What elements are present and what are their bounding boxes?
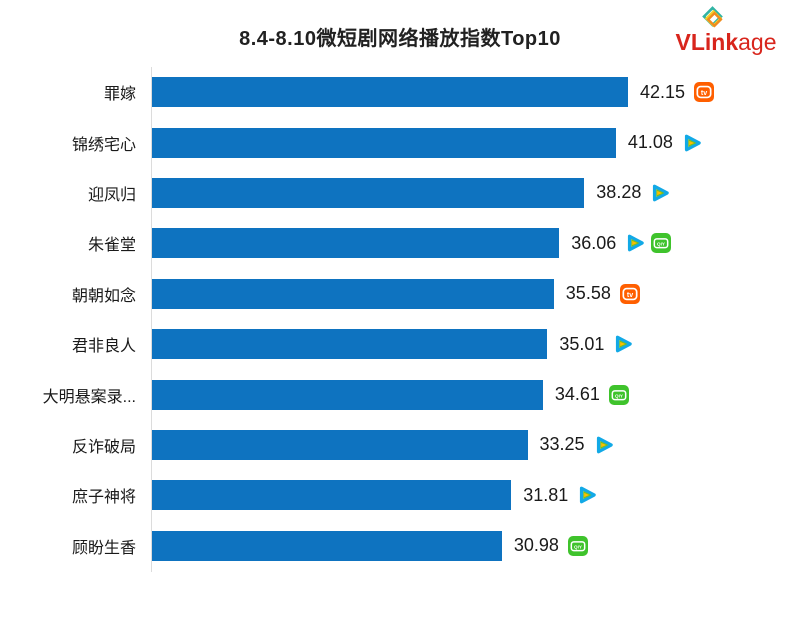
drama-title-label: 庶子神将	[71, 489, 136, 507]
bar-row: 大明悬案录... 34.61 QIY	[0, 369, 800, 419]
bar-row: 庶子神将 31.81	[0, 470, 800, 520]
tencent-video-icon	[594, 435, 614, 455]
drama-title-label: 朱雀堂	[87, 237, 136, 255]
tencent-video-icon	[625, 233, 645, 253]
tencent-video-icon	[682, 133, 702, 153]
vlinkage-diamond-frames-icon	[698, 6, 726, 38]
drama-title-label: 大明悬案录...	[42, 388, 136, 406]
mgtv-icon: tv	[694, 82, 715, 103]
svg-text:tv: tv	[627, 291, 633, 299]
index-bar	[152, 177, 585, 208]
index-bar	[152, 480, 512, 511]
platform-icons: QIY	[608, 384, 629, 405]
platform-icons: tv	[694, 82, 715, 103]
index-value-label: 34.61	[554, 384, 600, 405]
bar-row: 君非良人 35.01	[0, 319, 800, 369]
index-bar	[152, 379, 543, 410]
index-bar	[152, 530, 502, 561]
index-bar	[152, 278, 554, 309]
platform-icons: QIY	[567, 535, 588, 556]
vlinkage-wordmark-light: age	[738, 29, 777, 55]
svg-text:tv: tv	[701, 89, 707, 97]
tencent-video-icon	[577, 485, 597, 505]
mgtv-icon: tv	[619, 283, 640, 304]
tencent-video-icon	[613, 334, 633, 354]
bar-row: 锦绣宅心 41.08	[0, 117, 800, 167]
vlinkage-logo: VLinkage	[662, 6, 790, 56]
drama-title-label: 锦绣宅心	[71, 136, 136, 154]
bar-row: 朝朝如念 35.58 tv	[0, 269, 800, 319]
drama-title-label: 反诈破局	[71, 438, 136, 456]
index-value-label: 42.15	[640, 81, 686, 102]
bar-row: 顾盼生香 30.98 QIY	[0, 521, 800, 571]
bar-row: 反诈破局 33.25	[0, 420, 800, 470]
platform-icons	[594, 435, 614, 455]
index-bar	[152, 228, 560, 259]
index-bar	[152, 77, 628, 108]
index-value-label: 30.98	[513, 535, 559, 556]
svg-text:QIY: QIY	[657, 242, 665, 247]
svg-text:QIY: QIY	[615, 393, 623, 398]
iqiyi-icon: QIY	[608, 384, 629, 405]
drama-title-label: 顾盼生香	[71, 539, 136, 557]
index-value-label: 41.08	[627, 132, 673, 153]
drama-title-label: 君非良人	[71, 338, 136, 356]
svg-text:QIY: QIY	[574, 544, 582, 549]
platform-icons: QIY	[625, 233, 672, 254]
chart-title: 8.4-8.10微短剧网络播放指数Top10	[239, 28, 561, 50]
drama-title-label: 朝朝如念	[71, 287, 136, 305]
iqiyi-icon: QIY	[651, 233, 672, 254]
drama-title-label: 罪嫁	[103, 86, 136, 104]
platform-icons: tv	[619, 283, 640, 304]
index-value-label: 31.81	[523, 484, 569, 505]
drama-title-label: 迎凤归	[87, 186, 136, 204]
platform-icons	[577, 485, 597, 505]
index-value-label: 35.01	[559, 333, 605, 354]
tencent-video-icon	[650, 183, 670, 203]
index-value-label: 35.58	[565, 283, 611, 304]
bar-row: 朱雀堂 36.06 QIY	[0, 218, 800, 268]
bar-row: 罪嫁 42.15 tv	[0, 67, 800, 117]
index-value-label: 38.28	[596, 182, 642, 203]
platform-icons	[613, 334, 633, 354]
iqiyi-icon: QIY	[567, 535, 588, 556]
index-bar	[152, 329, 548, 360]
vlinkage-wordmark-bold: VLink	[675, 29, 739, 55]
platform-icons	[682, 133, 702, 153]
index-bar	[152, 127, 616, 158]
index-value-label: 33.25	[539, 434, 585, 455]
y-axis-line	[151, 67, 152, 572]
platform-icons	[650, 183, 670, 203]
index-bar	[152, 429, 528, 460]
vlinkage-wordmark: VLinkage	[662, 29, 790, 56]
index-value-label: 36.06	[571, 232, 617, 253]
bar-row: 迎凤归 38.28	[0, 168, 800, 218]
bar-plot: 罪嫁 42.15 tv 锦绣宅心 41.08 迎凤归 38.28 朱雀堂 36.06 QIY 朝朝如…	[0, 67, 800, 571]
